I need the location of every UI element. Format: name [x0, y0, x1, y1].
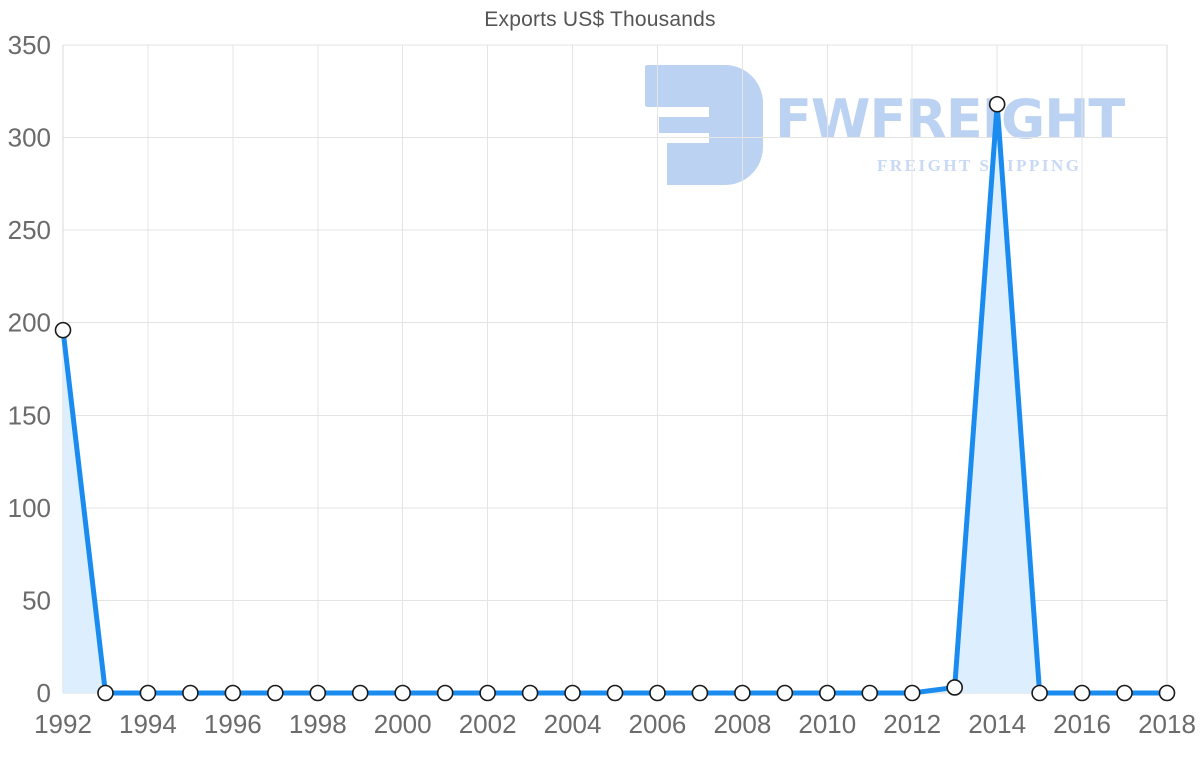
y-tick-label: 250 — [8, 215, 51, 245]
x-tick-label: 2010 — [798, 709, 856, 739]
data-point-marker[interactable] — [903, 684, 921, 702]
y-tick-label: 300 — [8, 123, 51, 153]
x-axis-tick-labels: 1992 1994 1996 1998 2000 2002 2004 2006 2008 2010… — [34, 709, 1196, 739]
x-tick-label: 1992 — [34, 709, 92, 739]
x-tick-label: 2014 — [968, 709, 1026, 739]
x-tick-label: 2008 — [713, 709, 771, 739]
data-point-marker[interactable] — [479, 684, 496, 702]
x-tick-label: 2016 — [1053, 709, 1111, 739]
data-point-marker[interactable] — [54, 321, 72, 339]
x-tick-label: 1994 — [119, 709, 177, 739]
x-tick-label: 1996 — [204, 709, 262, 739]
y-tick-label: 200 — [8, 308, 51, 338]
data-point-marker[interactable] — [776, 684, 794, 702]
data-point-marker[interactable] — [1073, 684, 1091, 702]
data-point-marker[interactable] — [988, 95, 1006, 113]
x-tick-label: 2006 — [629, 709, 687, 739]
data-point-marker[interactable] — [351, 684, 369, 702]
data-point-marker[interactable] — [734, 684, 751, 702]
data-point-marker[interactable] — [97, 684, 114, 702]
data-point-marker[interactable] — [1031, 684, 1048, 702]
data-point-marker[interactable] — [394, 684, 411, 702]
y-tick-label: 350 — [8, 30, 51, 60]
y-axis-tick-labels: 0 50 100 150 200 250 300 350 — [8, 30, 51, 708]
data-point-marker[interactable] — [649, 684, 666, 702]
data-point-marker[interactable] — [139, 684, 157, 702]
y-tick-label: 0 — [37, 678, 51, 708]
y-tick-label: 150 — [8, 400, 51, 430]
data-point-marker[interactable] — [224, 684, 242, 702]
data-point-marker[interactable] — [267, 684, 284, 702]
x-tick-label: 1998 — [289, 709, 347, 739]
x-tick-label: 2012 — [883, 709, 941, 739]
data-point-marker[interactable] — [436, 684, 454, 702]
data-point-marker[interactable] — [1116, 684, 1133, 702]
data-point-marker[interactable] — [182, 684, 199, 702]
data-point-marker[interactable] — [946, 679, 963, 696]
y-tick-label: 100 — [8, 493, 51, 523]
x-tick-label: 2018 — [1138, 709, 1196, 739]
y-tick-label: 50 — [22, 585, 51, 615]
data-point-marker[interactable] — [861, 684, 879, 702]
series-markers-layer[interactable] — [54, 95, 1176, 702]
data-point-marker[interactable] — [819, 684, 836, 702]
data-point-marker[interactable] — [564, 684, 581, 702]
x-tick-label: 2002 — [459, 709, 517, 739]
data-point-marker[interactable] — [691, 684, 709, 702]
data-point-marker[interactable] — [1158, 684, 1176, 702]
chart-title: Exports US$ Thousands — [484, 8, 716, 31]
x-tick-label: 2004 — [544, 709, 602, 739]
data-point-marker[interactable] — [521, 684, 539, 702]
gridlines — [62, 44, 1168, 694]
data-point-marker[interactable] — [606, 684, 624, 702]
x-tick-label: 2000 — [374, 709, 432, 739]
data-point-marker[interactable] — [309, 684, 327, 702]
